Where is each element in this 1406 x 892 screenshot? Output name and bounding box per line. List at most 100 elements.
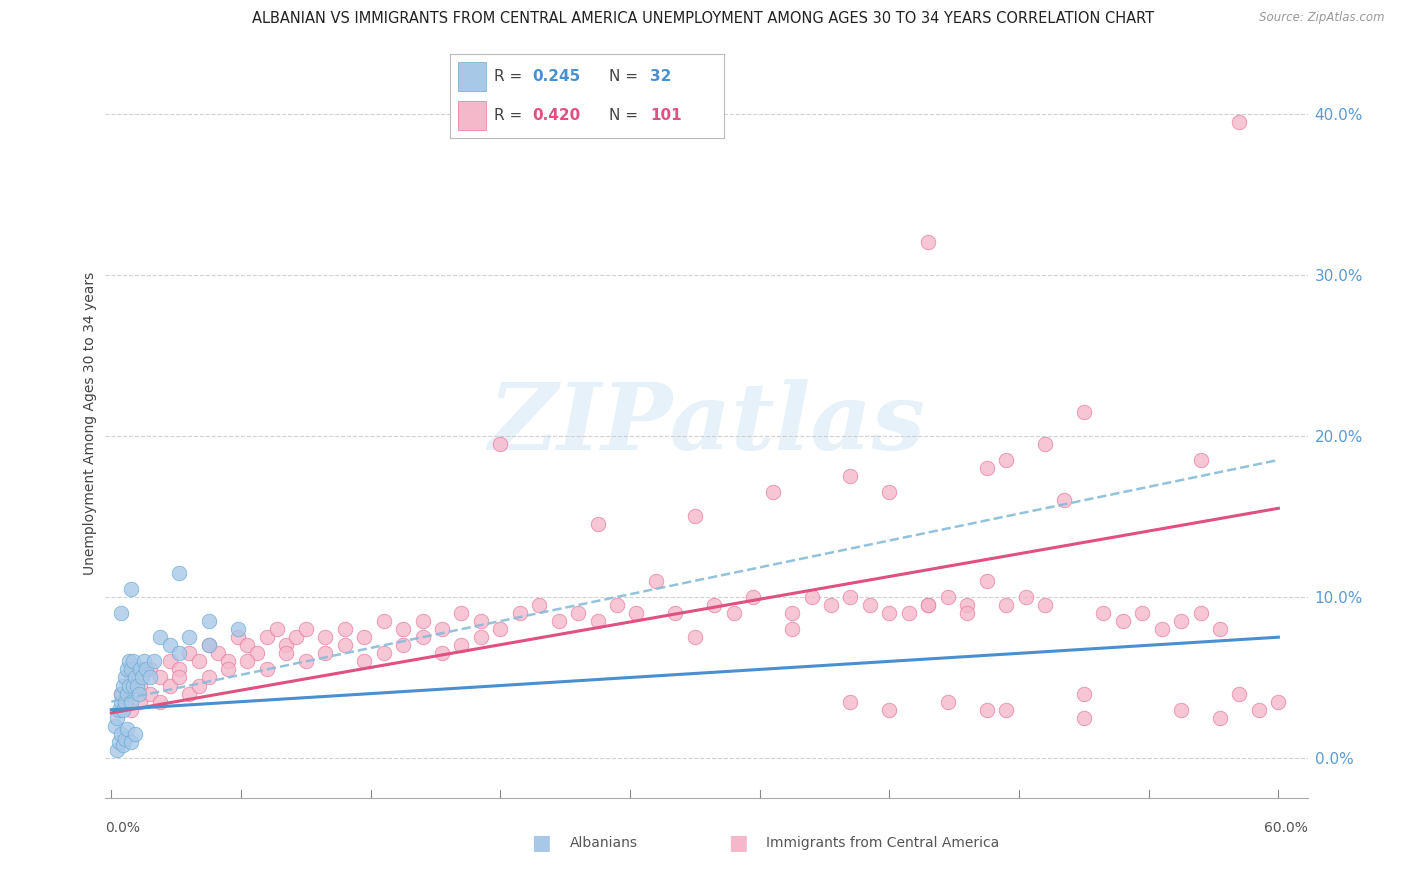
Point — [1189, 453, 1212, 467]
Point — [917, 235, 939, 250]
Point — [197, 638, 219, 652]
Point — [159, 654, 181, 668]
Point — [567, 606, 589, 620]
Point — [626, 606, 648, 620]
Point — [547, 614, 569, 628]
Point — [314, 646, 336, 660]
Point — [134, 654, 156, 668]
Point — [159, 679, 181, 693]
Point — [1130, 606, 1153, 620]
Point — [412, 614, 434, 628]
Point — [266, 622, 288, 636]
Point — [1247, 703, 1270, 717]
Point — [1033, 598, 1056, 612]
Point — [129, 695, 152, 709]
Point — [197, 638, 219, 652]
Point — [236, 638, 259, 652]
Point — [917, 598, 939, 612]
Point — [1209, 711, 1232, 725]
Point — [256, 630, 278, 644]
Point — [139, 662, 162, 676]
Point — [135, 662, 157, 676]
Point — [120, 703, 142, 717]
Point — [110, 695, 132, 709]
Point — [1189, 606, 1212, 620]
Point — [1229, 687, 1251, 701]
Text: N =: N = — [609, 108, 643, 123]
Point — [111, 679, 134, 693]
Point — [800, 590, 823, 604]
Text: 32: 32 — [650, 69, 672, 84]
Text: Source: ZipAtlas.com: Source: ZipAtlas.com — [1260, 11, 1385, 24]
Point — [111, 738, 134, 752]
Point — [187, 679, 209, 693]
Point — [1092, 606, 1115, 620]
Point — [936, 590, 959, 604]
Point — [1073, 711, 1095, 725]
Point — [236, 654, 259, 668]
Point — [120, 735, 142, 749]
Point — [373, 614, 395, 628]
Point — [762, 485, 785, 500]
Point — [121, 679, 143, 693]
Point — [723, 606, 745, 620]
Text: ■: ■ — [728, 833, 748, 853]
Point — [879, 606, 901, 620]
Point — [664, 606, 686, 620]
Point — [139, 687, 162, 701]
Point — [742, 590, 765, 604]
Point — [177, 687, 200, 701]
Point — [489, 437, 512, 451]
Point — [131, 671, 153, 685]
Text: 101: 101 — [650, 108, 682, 123]
Point — [115, 722, 138, 736]
Point — [108, 735, 131, 749]
Point — [169, 671, 191, 685]
Point — [645, 574, 668, 588]
Point — [470, 630, 492, 644]
Point — [149, 695, 172, 709]
Point — [120, 662, 142, 676]
Text: 0.245: 0.245 — [533, 69, 581, 84]
Point — [149, 671, 172, 685]
Point — [1112, 614, 1135, 628]
Point — [187, 654, 209, 668]
Point — [392, 638, 415, 652]
Text: 0.0%: 0.0% — [105, 821, 141, 835]
Point — [995, 453, 1018, 467]
Point — [1150, 622, 1173, 636]
Point — [129, 679, 152, 693]
Point — [149, 630, 172, 644]
Point — [121, 654, 143, 668]
Point — [217, 654, 239, 668]
Point — [1033, 437, 1056, 451]
Text: 60.0%: 60.0% — [1264, 821, 1308, 835]
Point — [450, 638, 472, 652]
Point — [1073, 687, 1095, 701]
Point — [529, 598, 551, 612]
Point — [956, 606, 979, 620]
Point — [108, 703, 131, 717]
FancyBboxPatch shape — [458, 101, 485, 130]
Point — [197, 614, 219, 628]
Point — [450, 606, 472, 620]
Point — [105, 711, 128, 725]
Y-axis label: Unemployment Among Ages 30 to 34 years: Unemployment Among Ages 30 to 34 years — [83, 272, 97, 575]
Point — [509, 606, 531, 620]
Point — [169, 646, 191, 660]
Point — [118, 654, 141, 668]
Point — [124, 727, 146, 741]
Point — [470, 614, 492, 628]
Point — [586, 517, 609, 532]
Point — [936, 695, 959, 709]
Point — [683, 630, 706, 644]
Text: N =: N = — [609, 69, 643, 84]
Point — [1209, 622, 1232, 636]
Point — [995, 703, 1018, 717]
Point — [120, 582, 142, 596]
Point — [1014, 590, 1036, 604]
Point — [120, 671, 142, 685]
Point — [226, 622, 249, 636]
Point — [1053, 493, 1076, 508]
Point — [128, 687, 150, 701]
